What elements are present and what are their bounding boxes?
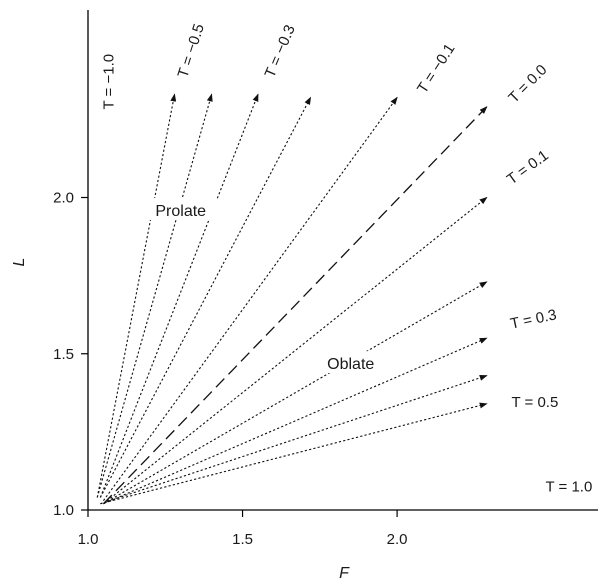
region-label-oblate: Oblate [327, 356, 374, 373]
ray-t-minus-0-7 [96, 93, 177, 498]
x-axis-label: F [339, 565, 350, 582]
ray-label-t-0-0-text: T = 0.0 [505, 61, 550, 106]
y-tick-label: 1.5 [53, 346, 74, 363]
ray-label-t-0-0: T = 0.0 [505, 61, 550, 106]
region-label-bg [318, 351, 383, 374]
x-tick-label: 2.0 [387, 531, 408, 548]
ray-t-0-1 [103, 196, 488, 505]
ray-t-minus-0-5 [96, 93, 213, 498]
y-tick-label: 1.0 [53, 502, 74, 519]
axes [87, 10, 598, 511]
ray-t-0-2 [103, 281, 488, 505]
ray-label-t-minus-0-5: T = −0.5 [175, 22, 208, 80]
region-labels: Prolate Oblate [144, 198, 383, 374]
x-tick-label: 1.0 [78, 531, 99, 548]
ray-label-t-0-3: T = 0.3 [509, 306, 558, 332]
region-label-prolate: Prolate [155, 203, 206, 220]
ray-label-t-0-3-text: T = 0.3 [509, 306, 558, 332]
ray-t-minus-0-3 [99, 96, 312, 498]
edge-label-1-text: T = 1.0 [545, 478, 592, 495]
y-axis-label: L [11, 258, 28, 267]
ray-label-t-minus-0-1-text: T = −0.1 [414, 41, 459, 97]
ray-label-t-minus-0-3: T = −0.3 [261, 22, 298, 80]
x-ticks: 1.0 1.5 2.0 [78, 510, 408, 548]
ray-t-0-4 [100, 374, 488, 505]
ray-t-minus-0-4 [99, 93, 259, 498]
ray-label-t-minus-0-3-text: T = −0.3 [261, 22, 298, 80]
ray-label-t-minus-0-5-text: T = −0.5 [175, 22, 208, 80]
shape-rays [96, 93, 488, 505]
ray-t-0-5 [100, 402, 488, 505]
y-ticks: 1.0 1.5 2.0 [53, 190, 88, 519]
edge-label-0-text: T = −1.0 [100, 54, 117, 110]
edge-label-0: T = −1.0 [100, 54, 117, 110]
ray-label-t-0-5-text: T = 0.5 [511, 394, 558, 411]
ray-t-minus-0-1 [103, 96, 398, 501]
ray-label-t-minus-0-1: T = −0.1 [414, 41, 459, 97]
ray-t-0-0 [102, 106, 488, 505]
x-tick-label: 1.5 [232, 531, 253, 548]
y-tick-label: 2.0 [53, 190, 74, 207]
edge-labels: T = −1.0 T = 1.0 [100, 54, 592, 495]
ray-label-t-0-1-text: T = 0.1 [504, 147, 552, 188]
ray-label-t-0-5: T = 0.5 [511, 394, 558, 411]
ray-t-0-3 [103, 337, 488, 505]
edge-label-1: T = 1.0 [545, 478, 592, 495]
region-label-bg [144, 198, 218, 220]
ray-label-t-0-1: T = 0.1 [504, 147, 552, 188]
